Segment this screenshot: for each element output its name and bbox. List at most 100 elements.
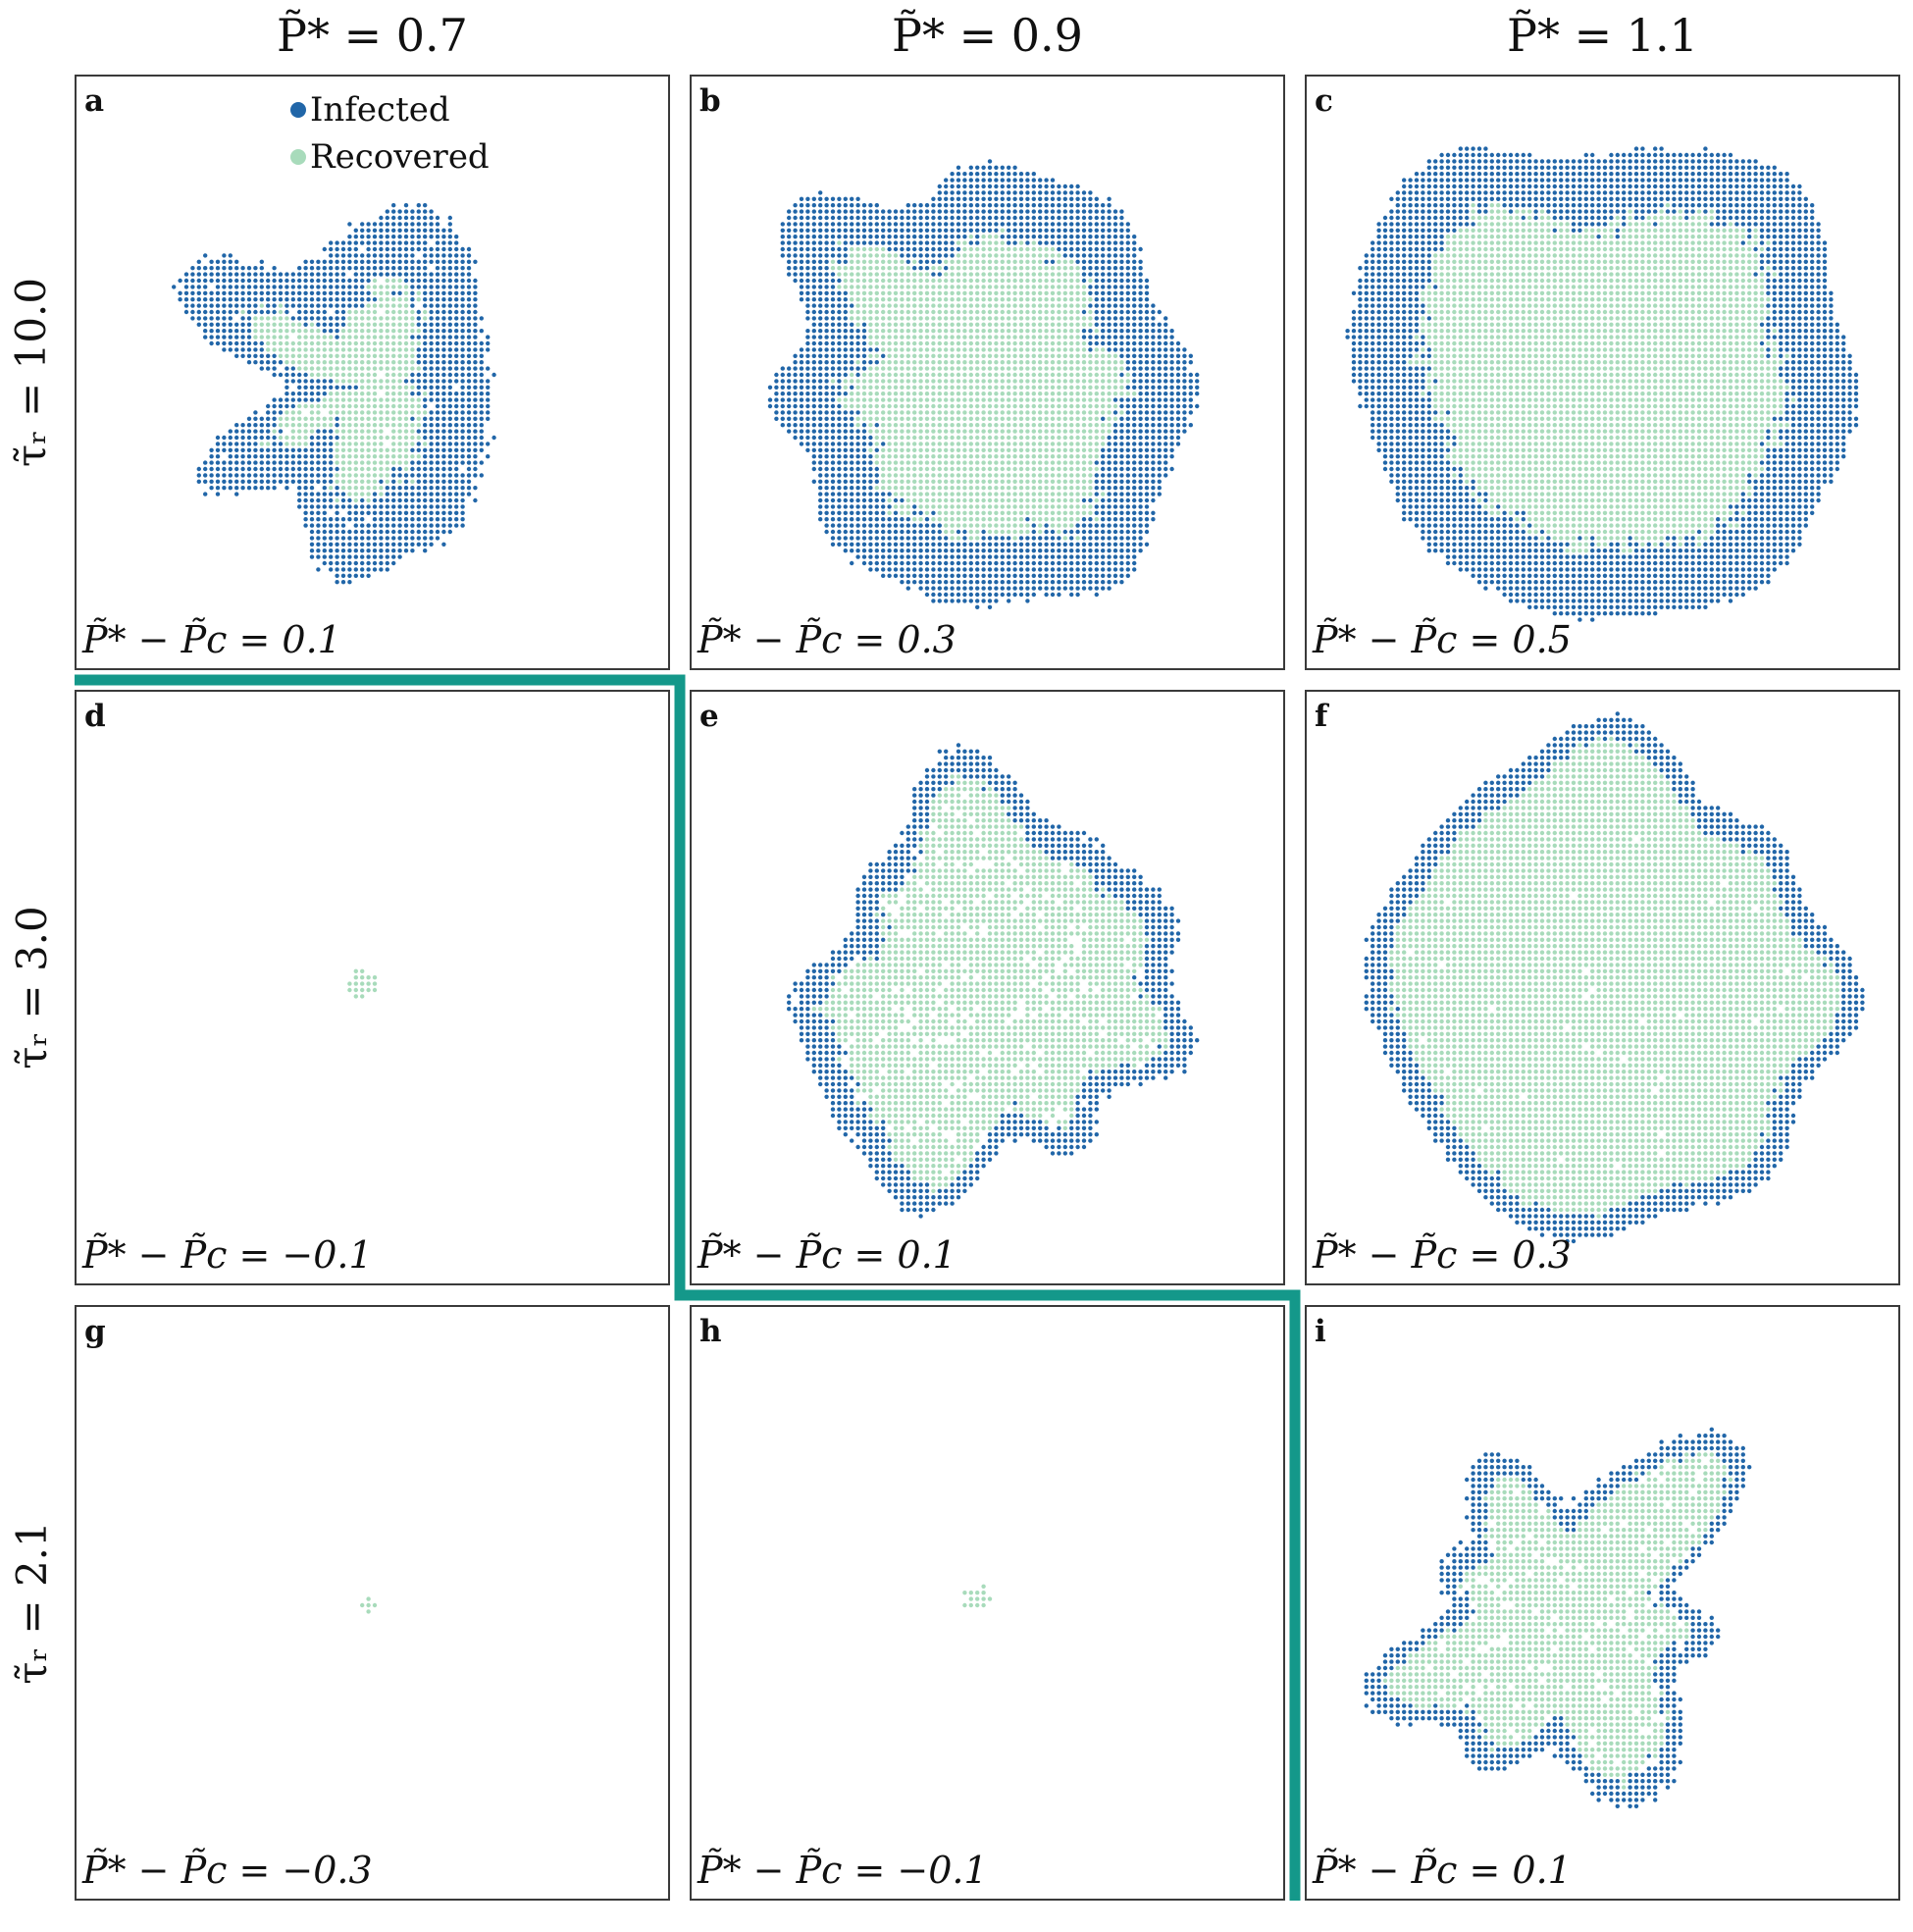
- recovered-site: [937, 492, 942, 496]
- recovered-site: [335, 397, 339, 402]
- recovered-site: [1044, 473, 1049, 478]
- recovered-site: [893, 285, 899, 289]
- recovered-site: [912, 429, 917, 434]
- recovered-site: [931, 278, 936, 284]
- recovered-site: [1088, 466, 1093, 472]
- recovered-site: [322, 366, 327, 371]
- infected-site: [962, 567, 967, 572]
- recovered-site: [303, 429, 308, 434]
- infected-site: [466, 429, 472, 434]
- recovered-site: [372, 360, 378, 365]
- infected-site: [937, 542, 942, 547]
- infected-site: [1050, 209, 1056, 214]
- recovered-site: [931, 329, 936, 334]
- recovered-site: [1088, 385, 1093, 390]
- recovered-site: [994, 497, 999, 503]
- recovered-site: [1069, 285, 1074, 289]
- recovered-site: [905, 335, 910, 339]
- infected-site: [994, 222, 999, 227]
- infected-site: [824, 316, 829, 321]
- recovered-site: [905, 385, 910, 390]
- infected-site: [1038, 196, 1043, 201]
- recovered-site: [900, 290, 905, 295]
- infected-site: [340, 567, 346, 572]
- infected-site: [222, 447, 227, 452]
- infected-site: [403, 497, 409, 503]
- infected-site: [379, 536, 384, 541]
- infected-site: [1050, 259, 1056, 264]
- infected-site: [924, 266, 930, 271]
- infected-site: [805, 303, 810, 308]
- recovered-site: [855, 392, 860, 396]
- infected-site: [228, 454, 233, 459]
- infected-site: [1050, 178, 1056, 183]
- infected-site: [486, 410, 491, 415]
- infected-site: [855, 523, 860, 528]
- infected-site: [1069, 548, 1074, 553]
- recovered-site: [397, 340, 402, 346]
- infected-site: [924, 529, 930, 535]
- recovered-site: [924, 416, 930, 421]
- infected-site: [887, 235, 892, 239]
- infected-site: [1031, 215, 1036, 221]
- infected-site: [460, 492, 465, 496]
- infected-site: [435, 309, 440, 315]
- recovered-site: [1000, 240, 1005, 245]
- infected-site: [793, 372, 798, 378]
- infected-site: [793, 253, 798, 258]
- recovered-site: [868, 266, 873, 271]
- infected-site: [441, 486, 446, 491]
- infected-site: [466, 379, 472, 384]
- infected-site: [950, 542, 955, 547]
- infected-site: [924, 215, 930, 221]
- infected-site: [203, 466, 208, 472]
- recovered-site: [1057, 429, 1061, 434]
- infected-site: [290, 272, 295, 277]
- recovered-site: [912, 297, 917, 302]
- infected-site: [316, 435, 321, 441]
- infected-site: [843, 523, 848, 528]
- recovered-site: [1018, 392, 1024, 396]
- infected-site: [209, 466, 214, 472]
- recovered-site: [1050, 504, 1056, 509]
- infected-site: [855, 196, 860, 201]
- infected-site: [830, 529, 836, 535]
- recovered-site: [372, 397, 378, 402]
- recovered-site: [1075, 272, 1080, 277]
- recovered-site: [397, 442, 402, 446]
- infected-site: [868, 523, 873, 528]
- infected-site: [379, 266, 384, 271]
- infected-site: [1000, 548, 1005, 553]
- infected-site: [353, 504, 358, 509]
- infected-site: [861, 322, 867, 327]
- recovered-site: [981, 466, 986, 472]
- infected-site: [987, 222, 993, 227]
- recovered-site: [874, 335, 879, 339]
- recovered-site: [881, 435, 886, 441]
- infected-site: [416, 235, 421, 239]
- infected-site: [818, 340, 823, 346]
- infected-site: [850, 228, 854, 233]
- infected-site: [1031, 203, 1036, 208]
- recovered-site: [968, 340, 973, 346]
- infected-site: [391, 222, 396, 227]
- recovered-site: [403, 454, 409, 459]
- recovered-site: [1088, 297, 1093, 302]
- recovered-site: [403, 290, 409, 295]
- infected-site: [347, 548, 352, 553]
- infected-site: [868, 479, 873, 484]
- recovered-site: [994, 442, 999, 446]
- infected-site: [322, 259, 327, 264]
- recovered-site: [366, 442, 371, 446]
- recovered-site: [403, 322, 409, 327]
- infected-site: [881, 442, 886, 446]
- recovered-site: [944, 504, 949, 509]
- infected-site: [385, 523, 389, 528]
- infected-site: [322, 266, 327, 271]
- recovered-site: [944, 392, 949, 396]
- recovered-site: [887, 497, 892, 503]
- recovered-site: [868, 340, 873, 346]
- infected-site: [335, 492, 339, 496]
- infected-site: [391, 479, 396, 484]
- infected-site: [360, 235, 365, 239]
